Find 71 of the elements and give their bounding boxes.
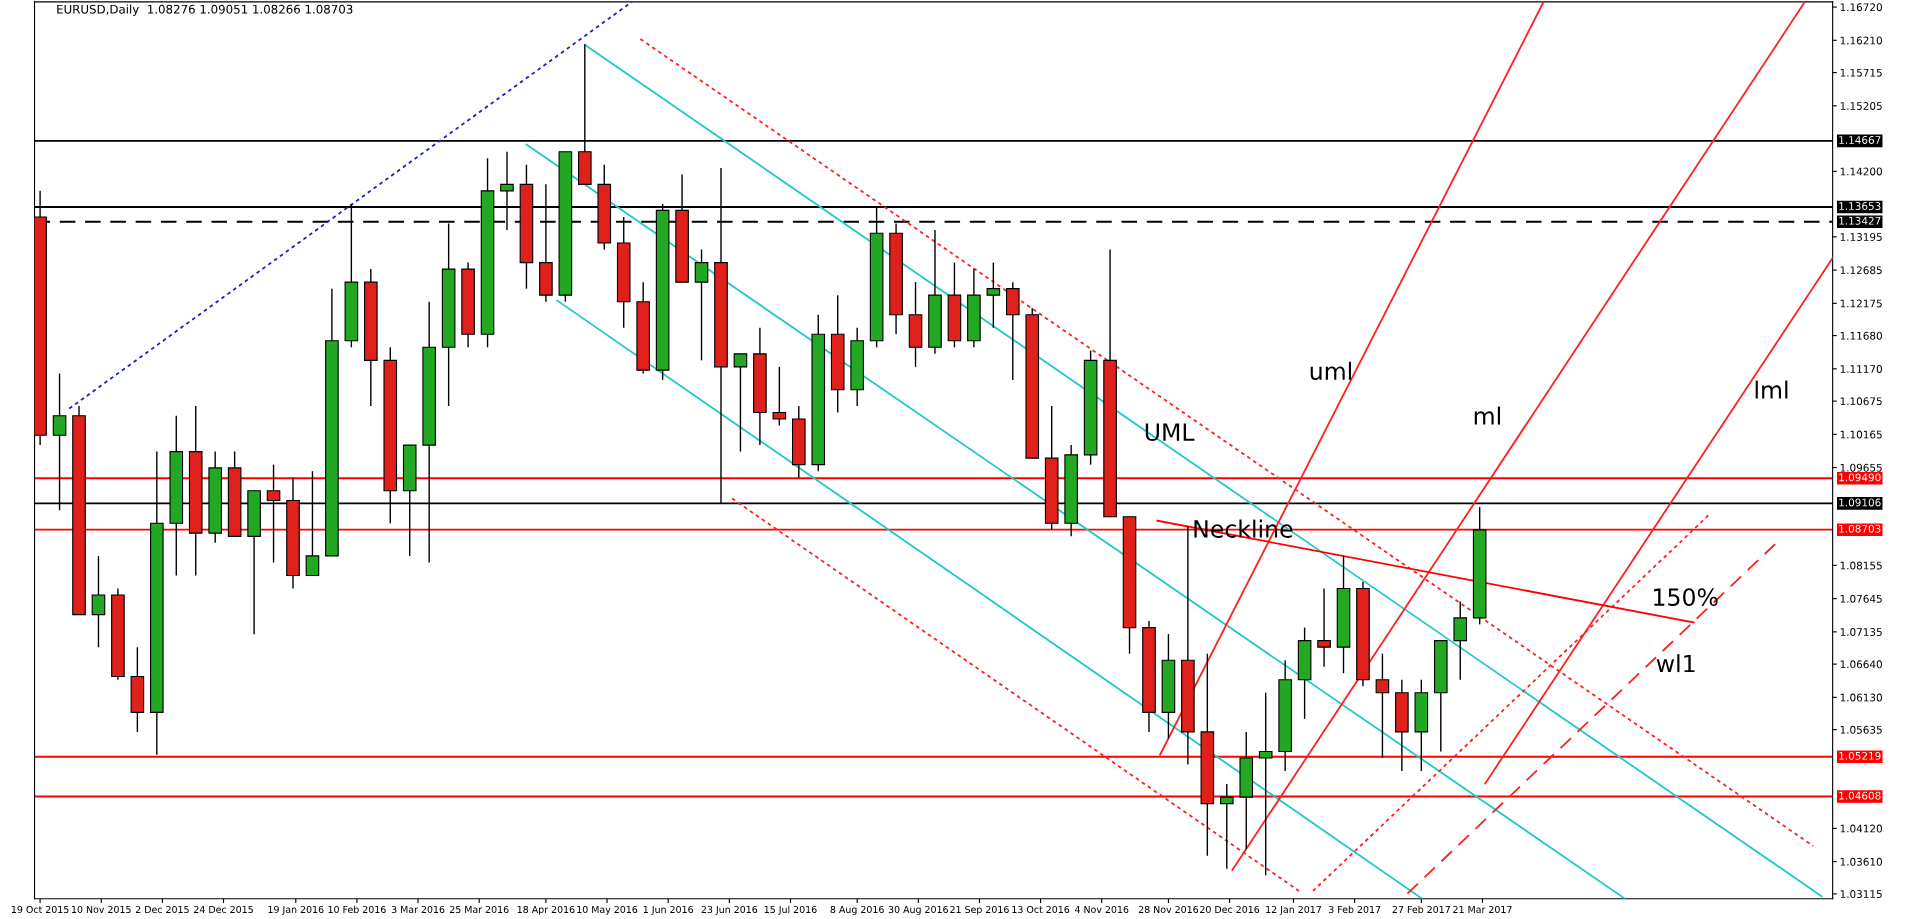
x-tick-label: 27 Feb 2017 <box>1392 905 1450 914</box>
x-tick-label: 21 Mar 2017 <box>1453 905 1512 914</box>
y-tick-label: 1.13195 <box>1840 233 1882 241</box>
x-tick-label: 3 Feb 2017 <box>1328 905 1381 914</box>
candlestick <box>986 261 1001 329</box>
annotation: uml <box>1310 361 1352 381</box>
y-tick-label: 1.16210 <box>1840 36 1882 45</box>
x-tick-label: 13 Oct 2016 <box>1012 905 1070 914</box>
x-tick-label: 15 Jul 2016 <box>764 905 817 915</box>
y-tick-label: 1.04120 <box>1840 824 1882 833</box>
candlestick <box>1258 692 1273 877</box>
candlestick <box>694 248 709 362</box>
ref-line-label: 1.14667 <box>1839 136 1881 144</box>
y-tick-label: 1.08155 <box>1840 561 1882 570</box>
x-tick-label: 20 Dec 2016 <box>1200 905 1260 914</box>
ref-line-label: 1.04608 <box>1839 791 1881 800</box>
x-tick-label: 10 May 2016 <box>577 905 638 915</box>
annotation: wl1 <box>1656 654 1695 673</box>
ref-line-label: 1.09106 <box>1839 498 1881 507</box>
y-tick-label: 1.12685 <box>1840 266 1882 275</box>
annotation: 150% <box>1654 588 1718 607</box>
x-tick-label: 10 Nov 2015 <box>72 905 131 914</box>
x-tick-label: 2 Dec 2015 <box>135 905 189 914</box>
y-tick-label: 1.07135 <box>1840 628 1882 636</box>
y-tick-label: 1.06130 <box>1840 693 1882 702</box>
y-tick-label: 1.16720 <box>1840 3 1882 12</box>
y-tick-label: 1.03115 <box>1840 890 1882 898</box>
ref-line-label: 1.08703 <box>1839 524 1881 533</box>
x-tick-label: 23 Jun 2016 <box>701 905 758 915</box>
x-tick-label: 19 Jan 2016 <box>268 905 324 915</box>
chart-title: EURUSD,Daily 1.08276 1.09051 1.08266 1.08703 <box>57 4 353 16</box>
x-tick-label: 25 Mar 2016 <box>449 905 509 914</box>
annotation: ml <box>1474 406 1500 425</box>
y-tick-label: 1.07645 <box>1840 594 1882 603</box>
x-tick-label: 18 Apr 2016 <box>517 905 575 915</box>
x-tick-label: 30 Aug 2016 <box>888 905 948 915</box>
y-tick-label: 1.11680 <box>1840 331 1882 340</box>
ref-line-label: 1.13427 <box>1839 216 1881 225</box>
y-tick-label: 1.14200 <box>1840 167 1882 176</box>
x-tick-label: 1 Jun 2016 <box>643 905 693 915</box>
candlestick <box>1453 600 1468 681</box>
x-tick-label: 10 Feb 2016 <box>328 905 386 914</box>
candlestick <box>772 366 787 427</box>
x-tick-label: 8 Aug 2016 <box>830 905 884 915</box>
y-tick-label: 1.10675 <box>1840 397 1882 406</box>
y-tick-label: 1.12175 <box>1840 299 1882 308</box>
y-tick-label: 1.11170 <box>1840 365 1882 373</box>
ref-line-label: 1.05219 <box>1839 751 1881 760</box>
annotation: UML <box>1145 423 1195 442</box>
candlestick <box>1375 652 1390 759</box>
candlestick <box>1317 587 1331 668</box>
y-tick-label: 1.06640 <box>1840 660 1882 669</box>
ref-line-label: 1.13653 <box>1839 202 1881 210</box>
y-tick-label: 1.15205 <box>1840 102 1882 110</box>
x-tick-label: 21 Sep 2016 <box>950 905 1009 915</box>
ref-line-label: 1.09490 <box>1839 473 1881 482</box>
y-tick-label: 1.09655 <box>1840 463 1882 472</box>
y-tick-label: 1.05635 <box>1840 725 1882 734</box>
y-tick-label: 1.03610 <box>1840 857 1882 866</box>
annotation: lml <box>1755 380 1788 399</box>
x-tick-label: 28 Nov 2016 <box>1138 905 1199 914</box>
y-tick-label: 1.10165 <box>1840 430 1882 439</box>
candlestick <box>1219 783 1234 870</box>
candlestick <box>91 555 106 648</box>
y-tick-label: 1.15715 <box>1840 68 1882 77</box>
x-tick-label: 19 Oct 2015 <box>11 905 69 914</box>
x-tick-label: 24 Dec 2015 <box>194 905 253 914</box>
x-tick-label: 3 Mar 2016 <box>391 905 445 914</box>
x-tick-label: 4 Nov 2016 <box>1074 905 1129 914</box>
x-tick-label: 12 Jan 2017 <box>1266 905 1321 915</box>
candlestick <box>733 353 748 453</box>
